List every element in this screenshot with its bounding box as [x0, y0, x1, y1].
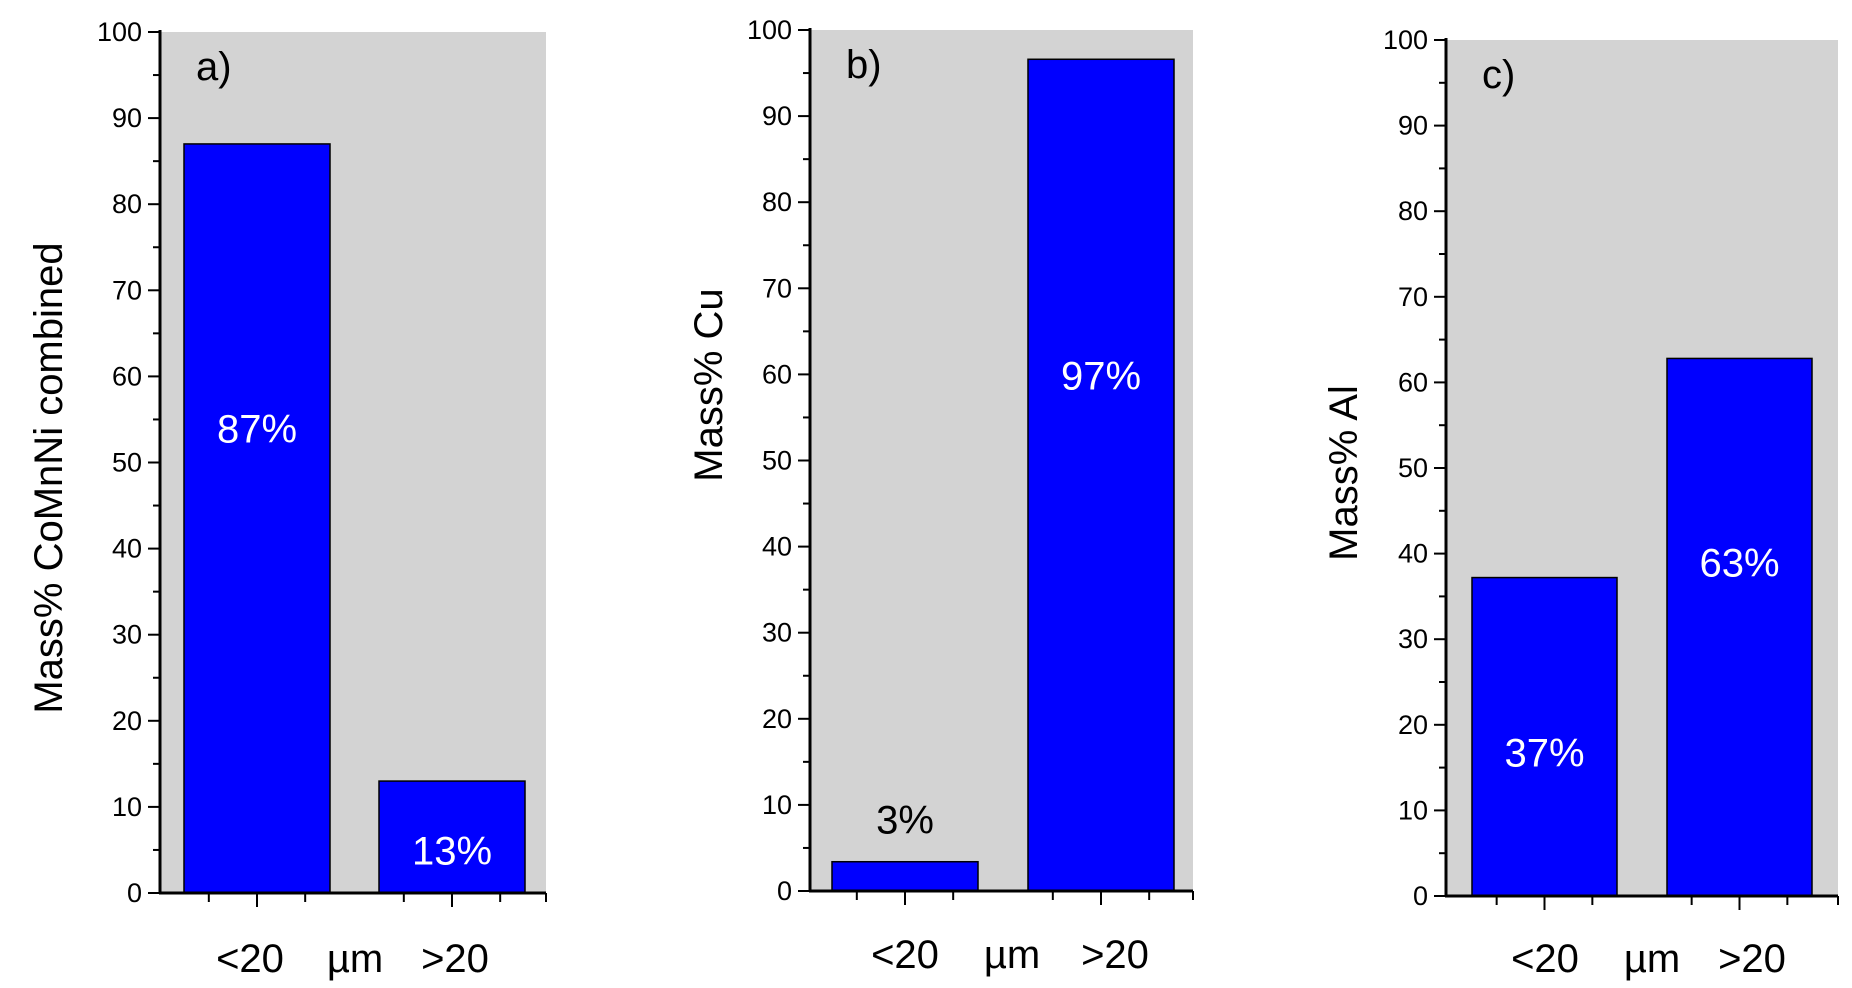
y-tick-label-a: 20 [112, 706, 142, 736]
y-tick-label-a: 0 [127, 878, 142, 908]
y-tick-label-b: 100 [747, 15, 792, 45]
y-tick-label-c: 60 [1398, 367, 1428, 397]
data-label-a-1: 13% [412, 829, 492, 873]
y-tick-label-a: 50 [112, 448, 142, 478]
y-tick-label-c: 10 [1398, 795, 1428, 825]
y-tick-label-c: 90 [1398, 111, 1428, 141]
panel-label-c: c) [1482, 53, 1515, 97]
panel-label-a: a) [196, 45, 232, 89]
bar-c-1 [1666, 357, 1813, 897]
y-tick-label-c: 70 [1398, 282, 1428, 312]
panel-c: 0 10 20 30 40 50 60 70 80 90 100 c) Mass% Al <20 µ… [1322, 25, 1839, 981]
y-tick-label-c: 30 [1398, 624, 1428, 654]
y-tick-label-c: 20 [1398, 710, 1428, 740]
data-label-c-1: 63% [1699, 542, 1779, 586]
y-tick-label-a: 90 [112, 103, 142, 133]
bar-a-1 [378, 780, 526, 894]
x-category-label-c-0: <20 [1511, 937, 1579, 981]
y-axis-title-b: Mass% Cu [687, 288, 731, 481]
y-tick-label-c: 100 [1383, 25, 1428, 55]
y-tick-label-a: 40 [112, 534, 142, 564]
y-tick-label-b: 10 [762, 790, 792, 820]
data-label-b-1: 97% [1061, 354, 1141, 398]
y-axis-title-c: Mass% Al [1322, 385, 1366, 561]
y-tick-label-b: 0 [777, 876, 792, 906]
y-tick-label-a: 80 [112, 189, 142, 219]
y-tick-label-c: 80 [1398, 196, 1428, 226]
y-tick-label-b: 50 [762, 446, 792, 476]
y-tick-label-b: 90 [762, 101, 792, 131]
y-tick-label-b: 40 [762, 532, 792, 562]
bar-a-0 [183, 143, 331, 894]
x-unit-label-b: µm [984, 933, 1040, 977]
y-tick-label-b: 70 [762, 273, 792, 303]
x-category-label-a-1: >20 [421, 937, 489, 981]
y-tick-label-b: 80 [762, 187, 792, 217]
panel-b: 0 10 20 30 40 50 60 70 80 90 100 b) Mass% Cu <20 µ… [687, 15, 1194, 977]
bar-b-1 [1027, 58, 1175, 892]
y-tick-label-b: 20 [762, 704, 792, 734]
y-tick-label-a: 100 [97, 17, 142, 47]
y-tick-label-a: 10 [112, 792, 142, 822]
y-tick-label-c: 50 [1398, 453, 1428, 483]
data-label-b-0: 3% [876, 799, 934, 843]
bar-c-0 [1471, 576, 1618, 897]
y-tick-label-a: 60 [112, 361, 142, 391]
y-tick-label-c: 40 [1398, 539, 1428, 569]
y-tick-label-b: 60 [762, 359, 792, 389]
y-tick-label-b: 30 [762, 618, 792, 648]
bar-b-0 [831, 860, 979, 892]
data-label-a-0: 87% [217, 408, 297, 452]
x-category-label-c-1: >20 [1718, 937, 1786, 981]
y-tick-label-a: 30 [112, 620, 142, 650]
data-label-c-0: 37% [1504, 732, 1584, 776]
x-unit-label-c: µm [1624, 937, 1680, 981]
y-tick-label-a: 70 [112, 275, 142, 305]
x-category-label-b-0: <20 [871, 933, 939, 977]
x-category-label-a-0: <20 [216, 937, 284, 981]
x-category-label-b-1: >20 [1081, 933, 1149, 977]
x-unit-label-a: µm [327, 937, 383, 981]
y-axis-title-a: Mass% CoMnNi combined [27, 242, 71, 713]
y-tick-label-c: 0 [1413, 881, 1428, 911]
panel-label-b: b) [846, 43, 882, 87]
panel-a: 0 10 20 30 40 50 60 70 80 90 100 a) Mass% CoMnNi c… [27, 17, 547, 981]
